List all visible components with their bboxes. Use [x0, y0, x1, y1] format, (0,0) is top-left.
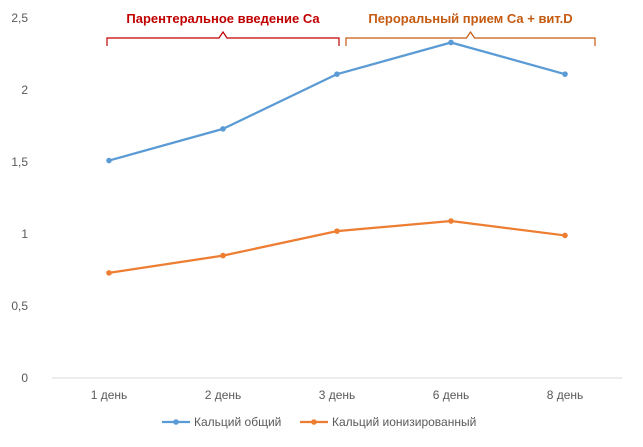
annotation-brace	[345, 30, 596, 46]
legend: Кальций общий Кальций ионизированный	[162, 415, 476, 429]
y-axis-tick-labels: 0 0,5 1 1,5 2 2,5	[11, 11, 28, 385]
annotation-brace	[106, 30, 340, 46]
annotations: Парентеральное введение Са Пероральный пр…	[106, 11, 596, 46]
series-line	[108, 41, 566, 162]
x-tick-label: 6 день	[433, 388, 470, 402]
series-group	[106, 39, 568, 276]
data-point	[334, 71, 340, 77]
data-point	[220, 126, 226, 132]
annotation-label: Парентеральное введение Са	[126, 11, 320, 26]
y-tick-label: 1	[21, 227, 28, 241]
y-tick-label: 2,5	[11, 11, 28, 25]
x-tick-label: 8 день	[547, 388, 584, 402]
x-tick-label: 3 день	[319, 388, 356, 402]
data-point	[106, 157, 112, 164]
data-point	[448, 39, 454, 46]
y-tick-label: 2	[21, 83, 28, 97]
data-point	[220, 252, 226, 259]
data-point	[562, 232, 568, 239]
legend-marker	[311, 419, 317, 425]
x-tick-label: 1 день	[91, 388, 128, 402]
data-point	[106, 270, 112, 276]
legend-marker	[173, 419, 179, 425]
data-point	[448, 218, 454, 224]
annotation-label: Пероральный прием Са + вит.D	[368, 11, 572, 26]
y-tick-label: 0	[21, 371, 28, 385]
data-point	[334, 228, 340, 234]
legend-label: Кальций ионизированный	[332, 415, 476, 429]
data-point	[562, 71, 568, 77]
x-axis-tick-labels: 1 день 2 день 3 день 6 день 8 день	[91, 388, 584, 402]
y-tick-label: 1,5	[11, 155, 28, 169]
y-tick-label: 0,5	[11, 299, 28, 313]
legend-label: Кальций общий	[194, 415, 281, 429]
x-tick-label: 2 день	[205, 388, 242, 402]
